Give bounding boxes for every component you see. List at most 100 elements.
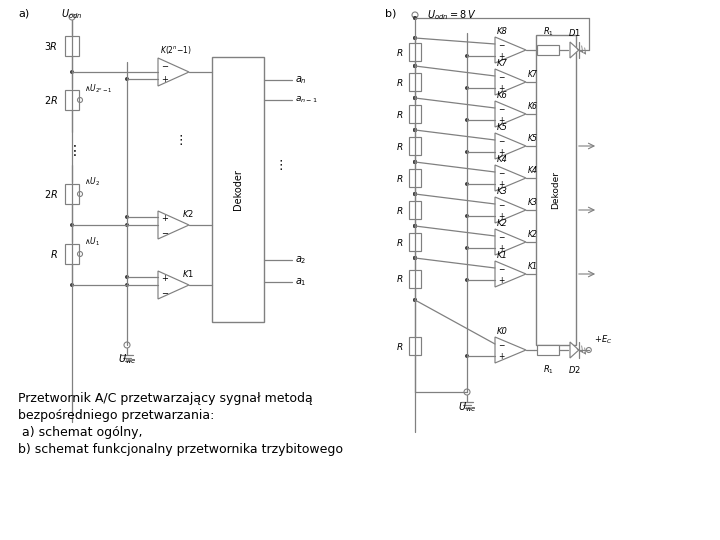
Polygon shape	[495, 133, 526, 159]
Text: K4: K4	[497, 155, 508, 164]
Text: K3: K3	[497, 187, 508, 196]
Polygon shape	[158, 58, 189, 86]
Circle shape	[413, 16, 417, 20]
Circle shape	[413, 224, 417, 228]
Circle shape	[465, 54, 469, 58]
Circle shape	[413, 64, 417, 68]
Bar	[65, 244, 79, 264]
Circle shape	[413, 224, 417, 228]
Text: $a_1$: $a_1$	[295, 276, 307, 288]
Bar	[409, 337, 421, 355]
Bar	[65, 90, 79, 110]
Text: $R$: $R$	[395, 273, 403, 285]
Circle shape	[413, 64, 417, 68]
Text: $-$: $-$	[498, 232, 505, 240]
Text: $-$: $-$	[498, 136, 505, 145]
Polygon shape	[158, 211, 189, 239]
Text: K7: K7	[497, 59, 508, 68]
Text: $-$: $-$	[498, 71, 505, 80]
Text: $R_1$: $R_1$	[543, 363, 554, 375]
Circle shape	[413, 224, 417, 228]
Text: $\wedge U_2$: $\wedge U_2$	[84, 176, 100, 188]
Bar	[409, 105, 421, 123]
Text: Dekoder: Dekoder	[233, 169, 243, 210]
Text: K6: K6	[497, 91, 508, 100]
Text: K2: K2	[497, 219, 508, 228]
Bar	[65, 36, 79, 56]
Text: $+$: $+$	[498, 83, 505, 93]
Circle shape	[465, 118, 469, 122]
Text: $R$: $R$	[395, 77, 403, 87]
Polygon shape	[570, 42, 579, 58]
Text: $-$: $-$	[498, 167, 505, 177]
Text: $+$: $+$	[498, 275, 505, 285]
Circle shape	[413, 160, 417, 164]
Circle shape	[413, 298, 417, 302]
Text: $U_{odn}$: $U_{odn}$	[61, 7, 83, 21]
Polygon shape	[495, 229, 526, 255]
Text: $D2$: $D2$	[568, 364, 581, 375]
Circle shape	[413, 36, 417, 40]
Text: K8: K8	[497, 27, 508, 36]
Bar	[537, 345, 559, 355]
Text: $+$: $+$	[498, 147, 505, 157]
Circle shape	[465, 278, 469, 282]
Text: $U_{we}$: $U_{we}$	[117, 352, 136, 366]
Text: $R$: $R$	[395, 205, 403, 215]
Text: K0: K0	[497, 327, 508, 336]
Bar	[212, 57, 264, 322]
Text: $R$: $R$	[50, 248, 58, 260]
Polygon shape	[495, 69, 526, 95]
Text: $+E_C$: $+E_C$	[594, 334, 612, 346]
Circle shape	[413, 160, 417, 164]
Text: $a_n$: $a_n$	[295, 74, 307, 86]
Text: $K2$: $K2$	[182, 208, 194, 219]
Text: $-$: $-$	[161, 287, 169, 296]
Text: $\wedge U_1$: $\wedge U_1$	[84, 235, 100, 248]
Circle shape	[125, 223, 129, 227]
Text: K1: K1	[497, 251, 508, 260]
Text: $+$: $+$	[498, 115, 505, 125]
Circle shape	[413, 16, 417, 20]
Circle shape	[413, 96, 417, 100]
Bar	[409, 201, 421, 219]
Text: b): b)	[385, 8, 397, 18]
Text: K1: K1	[528, 262, 538, 271]
Circle shape	[413, 128, 417, 132]
Text: bezpośredniego przetwarzania:: bezpośredniego przetwarzania:	[18, 409, 215, 422]
Text: $+$: $+$	[498, 211, 505, 221]
Text: $3R$: $3R$	[45, 40, 58, 52]
Text: $a_2$: $a_2$	[295, 254, 307, 266]
Text: $\vdots$: $\vdots$	[174, 133, 182, 147]
Text: Dekoder: Dekoder	[552, 171, 560, 209]
Circle shape	[413, 192, 417, 196]
Text: $+$: $+$	[498, 179, 505, 189]
Bar	[536, 35, 576, 345]
Text: $\vdots$: $\vdots$	[274, 158, 282, 172]
Text: $U_{we}$: $U_{we}$	[458, 400, 477, 414]
Text: K3: K3	[528, 198, 538, 207]
Circle shape	[413, 256, 417, 260]
Text: $+$: $+$	[161, 273, 169, 283]
Polygon shape	[495, 337, 526, 363]
Text: $2R$: $2R$	[44, 188, 58, 200]
Text: $+$: $+$	[161, 74, 169, 84]
Polygon shape	[158, 271, 189, 299]
Text: $R$: $R$	[395, 46, 403, 57]
Text: $-$: $-$	[498, 199, 505, 208]
Text: Przetwornik A/C przetwarzający sygnał metodą: Przetwornik A/C przetwarzający sygnał me…	[18, 392, 312, 405]
Text: K6: K6	[528, 102, 538, 111]
Text: $K1$: $K1$	[182, 268, 194, 279]
Text: $U_{odn} = 8\,V$: $U_{odn} = 8\,V$	[427, 8, 476, 22]
Bar	[537, 45, 559, 55]
Circle shape	[125, 275, 129, 279]
Text: $R$: $R$	[395, 140, 403, 152]
Circle shape	[465, 214, 469, 218]
Circle shape	[413, 36, 417, 40]
Circle shape	[465, 182, 469, 186]
Polygon shape	[495, 261, 526, 287]
Circle shape	[413, 298, 417, 302]
Bar	[409, 43, 421, 61]
Circle shape	[465, 354, 469, 358]
Bar	[65, 184, 79, 204]
